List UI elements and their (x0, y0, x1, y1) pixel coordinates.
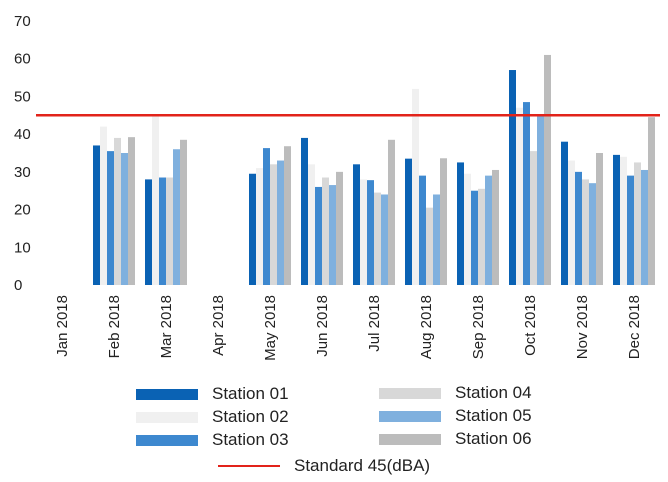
bar-station-01-nov-2018 (561, 141, 568, 285)
bar-station-02-nov-2018 (568, 160, 575, 285)
bar-station-03-sep-2018 (471, 190, 478, 285)
bar-station-06-aug-2018 (440, 158, 447, 285)
bar-station-06-dec-2018 (648, 117, 655, 286)
x-tick-label: Apr 2018 (210, 295, 227, 356)
bar-station-05-mar-2018 (173, 149, 180, 285)
bar-station-02-dec-2018 (620, 156, 627, 285)
bar-station-04-may-2018 (270, 164, 277, 285)
bar-station-02-oct-2018 (516, 107, 523, 285)
bar-station-04-jul-2018 (374, 192, 381, 285)
x-axis: Jan 2018 Feb 2018 Mar 2018 Apr 2018 May 2018… (54, 295, 643, 361)
bar-station-06-sep-2018 (492, 169, 499, 285)
y-tick-label: 50 (14, 88, 31, 105)
bar-station-04-mar-2018 (166, 177, 173, 285)
bar-station-04-aug-2018 (426, 207, 433, 285)
y-tick-label: 70 (14, 13, 31, 30)
bar-station-02-sep-2018 (464, 173, 471, 285)
bar-station-01-jul-2018 (353, 164, 360, 285)
bar-station-04-jun-2018 (322, 177, 329, 285)
y-tick-label: 60 (14, 51, 31, 68)
bar-station-04-sep-2018 (478, 188, 485, 285)
bar-station-01-sep-2018 (457, 162, 464, 285)
x-tick-label: May 2018 (262, 295, 279, 361)
y-axis: 0 10 20 30 40 50 60 70 (14, 13, 31, 294)
y-tick-label: 0 (14, 277, 22, 294)
bar-station-06-jul-2018 (388, 139, 395, 285)
bar-station-03-jun-2018 (315, 186, 322, 285)
bar-station-01-jun-2018 (301, 137, 308, 285)
x-tick-label: Feb 2018 (106, 295, 123, 358)
bar-station-05-oct-2018 (537, 115, 544, 286)
bar-station-06-oct-2018 (544, 54, 551, 285)
x-tick-label: Aug 2018 (418, 295, 435, 359)
bar-station-01-aug-2018 (405, 158, 412, 285)
x-tick-label: Jul 2018 (366, 295, 383, 352)
bar-station-04-nov-2018 (582, 179, 589, 285)
bar-station-06-mar-2018 (180, 139, 187, 285)
bar-station-01-feb-2018 (93, 145, 100, 285)
bar-station-02-may-2018 (256, 168, 263, 285)
bar-station-05-dec-2018 (641, 169, 648, 285)
bar-station-01-mar-2018 (145, 179, 152, 285)
bar-station-06-nov-2018 (596, 153, 603, 285)
x-tick-label: Jun 2018 (314, 295, 331, 357)
bar-station-03-mar-2018 (159, 177, 166, 285)
bar-station-06-feb-2018 (128, 137, 135, 285)
y-tick-label: 40 (14, 126, 31, 143)
bar-station-05-may-2018 (277, 160, 284, 285)
bar-station-02-feb-2018 (100, 126, 107, 285)
bar-station-05-aug-2018 (433, 194, 440, 285)
x-tick-label: Oct 2018 (522, 295, 539, 356)
bar-station-03-feb-2018 (107, 151, 114, 285)
bar-station-05-feb-2018 (121, 153, 128, 285)
bar-station-05-sep-2018 (485, 175, 492, 285)
bar-station-03-dec-2018 (627, 175, 634, 285)
bar-station-01-may-2018 (249, 173, 256, 285)
bar-station-03-may-2018 (263, 148, 270, 285)
bar-station-04-oct-2018 (530, 151, 537, 285)
bar-station-05-jul-2018 (381, 194, 388, 285)
x-tick-label: Nov 2018 (574, 295, 591, 359)
bar-station-04-dec-2018 (634, 162, 641, 285)
bar-station-06-jun-2018 (336, 171, 343, 285)
x-tick-label: Mar 2018 (158, 295, 175, 358)
y-tick-label: 30 (14, 164, 31, 181)
bar-station-02-mar-2018 (152, 115, 159, 286)
x-tick-label: Jan 2018 (54, 295, 71, 357)
x-tick-label: Sep 2018 (470, 295, 487, 359)
bar-group (93, 54, 655, 286)
bar-station-04-feb-2018 (114, 137, 121, 285)
bar-station-03-oct-2018 (523, 102, 530, 285)
bar-station-02-jul-2018 (360, 179, 367, 285)
bar-station-02-aug-2018 (412, 88, 419, 285)
bar-station-01-dec-2018 (613, 154, 620, 285)
bar-station-02-jun-2018 (308, 164, 315, 285)
y-tick-label: 10 (14, 239, 31, 256)
x-tick-label: Dec 2018 (626, 295, 643, 359)
bar-station-06-may-2018 (284, 146, 291, 285)
bar-station-03-aug-2018 (419, 175, 426, 285)
bar-station-05-nov-2018 (589, 183, 596, 285)
bar-station-05-jun-2018 (329, 185, 336, 285)
bar-station-03-nov-2018 (575, 171, 582, 285)
bar-station-03-jul-2018 (367, 180, 374, 285)
bar-station-01-oct-2018 (509, 70, 516, 286)
y-tick-label: 20 (14, 202, 31, 219)
